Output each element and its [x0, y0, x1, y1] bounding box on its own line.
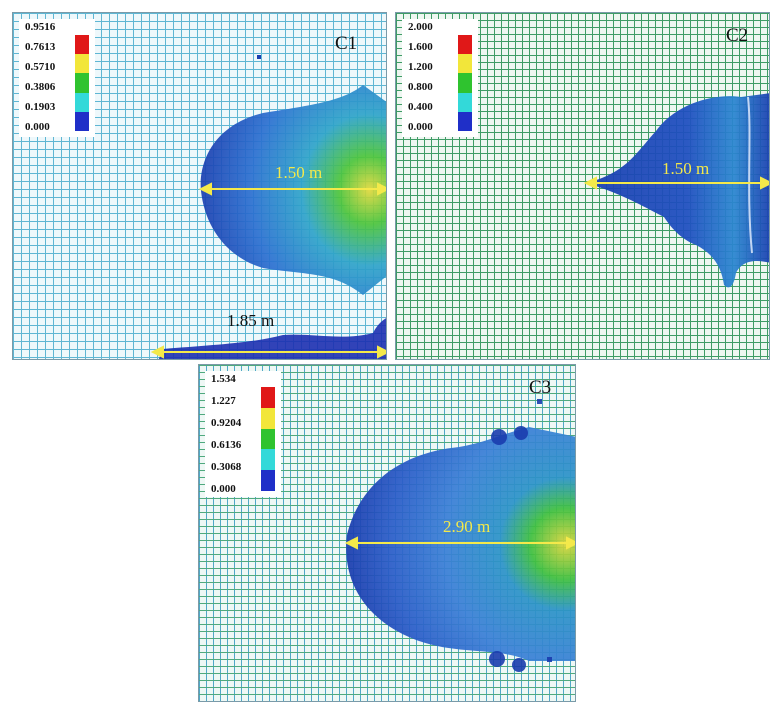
c1-swatch-1 [75, 35, 89, 55]
c1-tick-3: 0.3806 [25, 81, 56, 93]
c3-fragment-1 [491, 429, 507, 445]
c2-swatch-2 [458, 54, 472, 74]
c3-contour-plot [344, 399, 575, 672]
c3-fragment-4 [512, 658, 526, 672]
c1-legend-colorbar [75, 35, 89, 132]
panel-c1: 0.9516 0.7613 0.5710 0.3806 0.1903 0.000… [12, 12, 387, 360]
c3-legend: 1.534 1.227 0.9204 0.6136 0.3068 0.000 [205, 371, 281, 497]
c2-legend-colorbar [458, 35, 472, 132]
c1-spot [257, 55, 261, 59]
c3-swatch-2 [261, 407, 275, 429]
c2-tick-1: 1.600 [408, 41, 433, 53]
c2-contour-plot [583, 93, 769, 288]
c3-label: C3 [529, 377, 552, 398]
c3-tick-1: 1.227 [211, 395, 236, 407]
c3-fragment-2 [514, 426, 528, 440]
c3-tick-0: 1.534 [211, 373, 236, 385]
c2-legend: 2.000 1.600 1.200 0.800 0.400 0.000 [402, 19, 478, 137]
c1-tick-0: 0.9516 [25, 21, 56, 33]
c3-swatch-4 [261, 449, 275, 471]
c3-swatch-1 [261, 387, 275, 408]
c2-swatch-3 [458, 73, 472, 93]
c2-measure-main: 1.50 m [662, 159, 710, 178]
c3-tick-3: 0.6136 [211, 439, 242, 451]
c1-tick-1: 0.7613 [25, 41, 56, 53]
c2-tick-5: 0.000 [408, 121, 433, 133]
c1-contour-plot [150, 55, 386, 359]
c2-damage-zone [586, 93, 769, 288]
c1-swatch-5 [75, 111, 89, 132]
c1-measure-lower: 1.85 m [227, 311, 275, 330]
c2-swatch-4 [458, 92, 472, 112]
c2-tick-2: 1.200 [408, 61, 433, 73]
c1-legend: 0.9516 0.7613 0.5710 0.3806 0.1903 0.000 [19, 19, 95, 137]
c2-tick-4: 0.400 [408, 101, 433, 113]
c3-tick-4: 0.3068 [211, 461, 242, 473]
c3-measure-main: 2.90 m [443, 517, 491, 536]
panel-c2: 2.000 1.600 1.200 0.800 0.400 0.000 C2 1… [395, 12, 770, 360]
c3-swatch-3 [261, 428, 275, 450]
c1-swatch-3 [75, 73, 89, 93]
panel-c3: 1.534 1.227 0.9204 0.6136 0.3068 0.000 C… [198, 364, 576, 702]
c2-label: C2 [726, 25, 749, 46]
c3-fragment-3 [489, 651, 505, 667]
c3-legend-colorbar [261, 387, 275, 491]
c1-tick-5: 0.000 [25, 121, 50, 133]
c1-measure-main: 1.50 m [275, 163, 323, 182]
c2-tick-3: 0.800 [408, 81, 433, 93]
c3-swatch-5 [261, 470, 275, 491]
c2-tick-0: 2.000 [408, 21, 433, 33]
c1-swatch-2 [75, 54, 89, 74]
c3-spot-top [537, 399, 542, 404]
c3-tick-2: 0.9204 [211, 417, 242, 429]
c3-tick-5: 0.000 [211, 483, 236, 495]
c1-label: C1 [335, 33, 358, 54]
c2-swatch-5 [458, 111, 472, 132]
c1-tick-4: 0.1903 [25, 101, 56, 113]
c2-swatch-1 [458, 35, 472, 55]
c1-lower-zone [158, 318, 386, 359]
c1-swatch-4 [75, 92, 89, 112]
c1-tick-2: 0.5710 [25, 61, 56, 73]
c3-spot-bottom [547, 657, 552, 662]
